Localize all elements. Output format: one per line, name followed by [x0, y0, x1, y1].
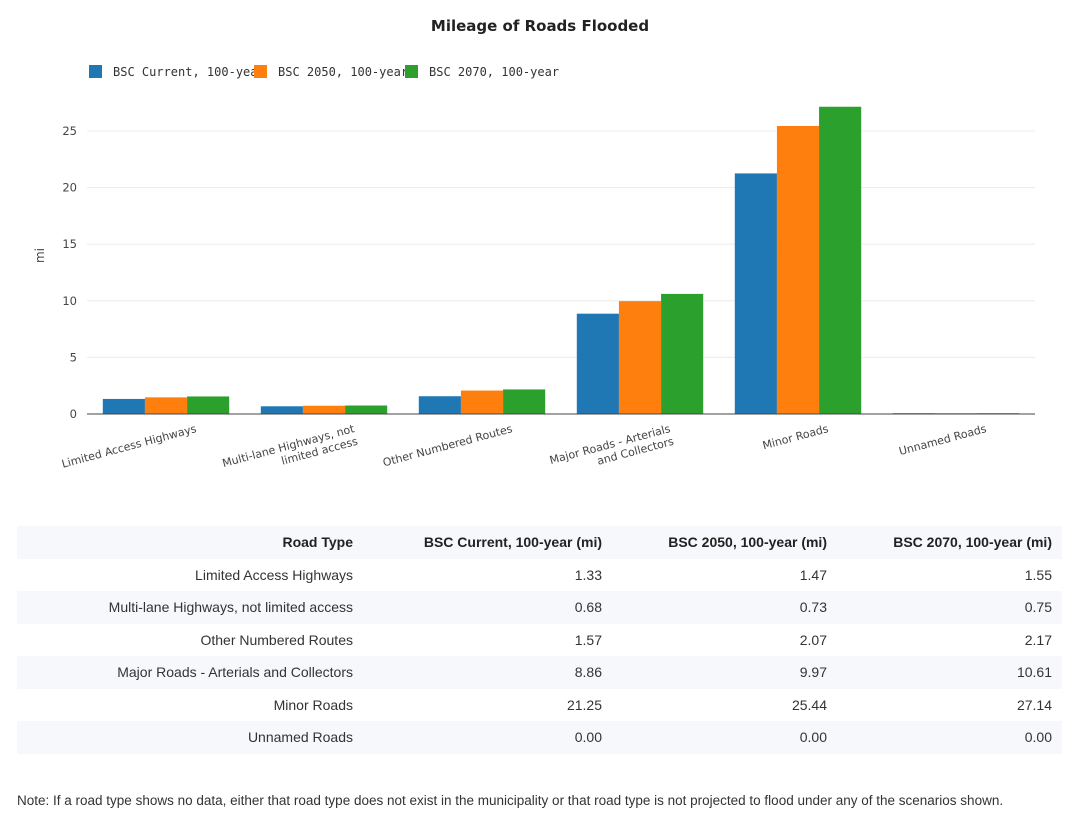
bar[interactable]: [302, 405, 346, 414]
x-tick-label: Limited Access Highways: [60, 422, 198, 471]
cell-value: 0.73: [799, 599, 827, 616]
table-header-row: Road Type BSC Current, 100-year (mi) BSC…: [17, 526, 1062, 559]
header-road-type[interactable]: Road Type: [282, 534, 353, 551]
x-tick-label-line: Other Numbered Routes: [381, 422, 514, 469]
data-table: Road Type BSC Current, 100-year (mi) BSC…: [17, 526, 1062, 754]
bar[interactable]: [661, 293, 704, 414]
footnote: Note: If a road type shows no data, eith…: [17, 793, 1004, 808]
bars: [102, 106, 1020, 415]
bar[interactable]: [503, 389, 546, 414]
legend-swatch: [89, 65, 102, 78]
legend[interactable]: BSC Current, 100-year BSC 2050, 100-year B…: [89, 65, 559, 79]
bar[interactable]: [776, 125, 820, 414]
bar[interactable]: [460, 390, 504, 414]
bar[interactable]: [734, 173, 777, 414]
cell-road-type: Limited Access Highways: [195, 566, 353, 583]
legend-item[interactable]: BSC 2070, 100-year: [405, 65, 559, 79]
x-tick-label: Major Roads - Arterialsand Collectors: [548, 422, 675, 479]
cell-road-type: Multi-lane Highways, not limited access: [108, 599, 353, 616]
header-bsc-current[interactable]: BSC Current, 100-year (mi): [423, 534, 602, 551]
bar[interactable]: [576, 313, 619, 414]
y-tick-label: 0: [70, 407, 77, 421]
y-tick-label: 10: [62, 294, 77, 308]
y-tick-label: 20: [62, 181, 77, 195]
y-tick-label: 25: [62, 124, 77, 138]
bar[interactable]: [345, 405, 388, 414]
cell-value: 25.44: [791, 696, 827, 713]
bar[interactable]: [618, 301, 662, 414]
legend-item[interactable]: BSC Current, 100-year: [89, 65, 265, 79]
cell-value: 1.47: [799, 566, 827, 583]
legend-item[interactable]: BSC 2050, 100-year: [254, 65, 408, 79]
cell-value: 0.00: [799, 729, 827, 746]
table-row: Minor Roads 21.25 25.44 27.14: [17, 689, 1062, 722]
header-bsc-2070[interactable]: BSC 2070, 100-year (mi): [893, 534, 1052, 551]
y-tick-label: 15: [62, 237, 77, 251]
cell-value: 2.17: [1024, 631, 1052, 648]
cell-road-type: Major Roads - Arterials and Collectors: [117, 664, 353, 681]
chart-title: Mileage of Roads Flooded: [431, 17, 649, 35]
cell-road-type: Minor Roads: [273, 696, 353, 713]
cell-value: 0.00: [1024, 729, 1052, 746]
gridlines: [87, 130, 1035, 358]
x-tick-label: Unnamed Roads: [897, 422, 988, 458]
chart: Mileage of Roads Flooded 0 5 10 15 20 25 Limi…: [33, 17, 1035, 483]
cell-value: 10.61: [1016, 664, 1052, 681]
cell-value: 1.55: [1024, 566, 1052, 583]
bar[interactable]: [187, 396, 230, 414]
cell-value: 9.97: [799, 664, 827, 681]
cell-road-type: Unnamed Roads: [247, 729, 353, 746]
cell-value: 0.68: [574, 599, 602, 616]
y-tick-label: 5: [70, 350, 77, 364]
cell-value: 1.57: [574, 631, 602, 648]
y-axis-title: mi: [33, 248, 47, 263]
bar[interactable]: [819, 106, 862, 415]
x-axis-category-labels: Limited Access Highways Multi-lane Highwa…: [60, 422, 988, 483]
table-row: Multi-lane Highways, not limited access …: [17, 591, 1062, 624]
table-row: Limited Access Highways 1.33 1.47 1.55: [17, 559, 1062, 592]
cell-value: 1.33: [574, 566, 602, 583]
x-tick-label: Multi-lane Highways, notlimited access: [221, 422, 360, 483]
header-bsc-2050[interactable]: BSC 2050, 100-year (mi): [668, 534, 827, 551]
table-row: Other Numbered Routes 1.57 2.07 2.17: [17, 624, 1062, 657]
legend-swatch: [254, 65, 267, 78]
legend-label: BSC 2050, 100-year: [278, 65, 408, 79]
bar[interactable]: [102, 398, 145, 414]
table-row: Unnamed Roads 0.00 0.00 0.00: [17, 721, 1062, 754]
cell-value: 2.07: [799, 631, 827, 648]
cell-road-type: Other Numbered Routes: [200, 631, 353, 648]
x-tick-label: Other Numbered Routes: [381, 422, 514, 469]
x-tick-label: Minor Roads: [761, 422, 830, 452]
legend-swatch: [405, 65, 418, 78]
legend-label: BSC Current, 100-year: [113, 65, 265, 79]
x-tick-label-line: Minor Roads: [761, 422, 830, 452]
x-tick-label-line: Unnamed Roads: [897, 422, 988, 458]
cell-value: 0.00: [574, 729, 602, 746]
y-axis-ticks: 0 5 10 15 20 25: [62, 124, 77, 421]
bar[interactable]: [260, 406, 303, 414]
table-row: Major Roads - Arterials and Collectors 8…: [17, 656, 1062, 689]
cell-value: 0.75: [1024, 599, 1052, 616]
bar[interactable]: [144, 397, 188, 414]
cell-value: 8.86: [574, 664, 602, 681]
cell-value: 21.25: [566, 696, 602, 713]
bar[interactable]: [418, 396, 461, 414]
x-tick-label-line: Limited Access Highways: [60, 422, 198, 471]
cell-value: 27.14: [1016, 696, 1052, 713]
legend-label: BSC 2070, 100-year: [429, 65, 559, 79]
bar-chart-svg: Mileage of Roads Flooded 0 5 10 15 20 25 Limi…: [33, 17, 1035, 483]
